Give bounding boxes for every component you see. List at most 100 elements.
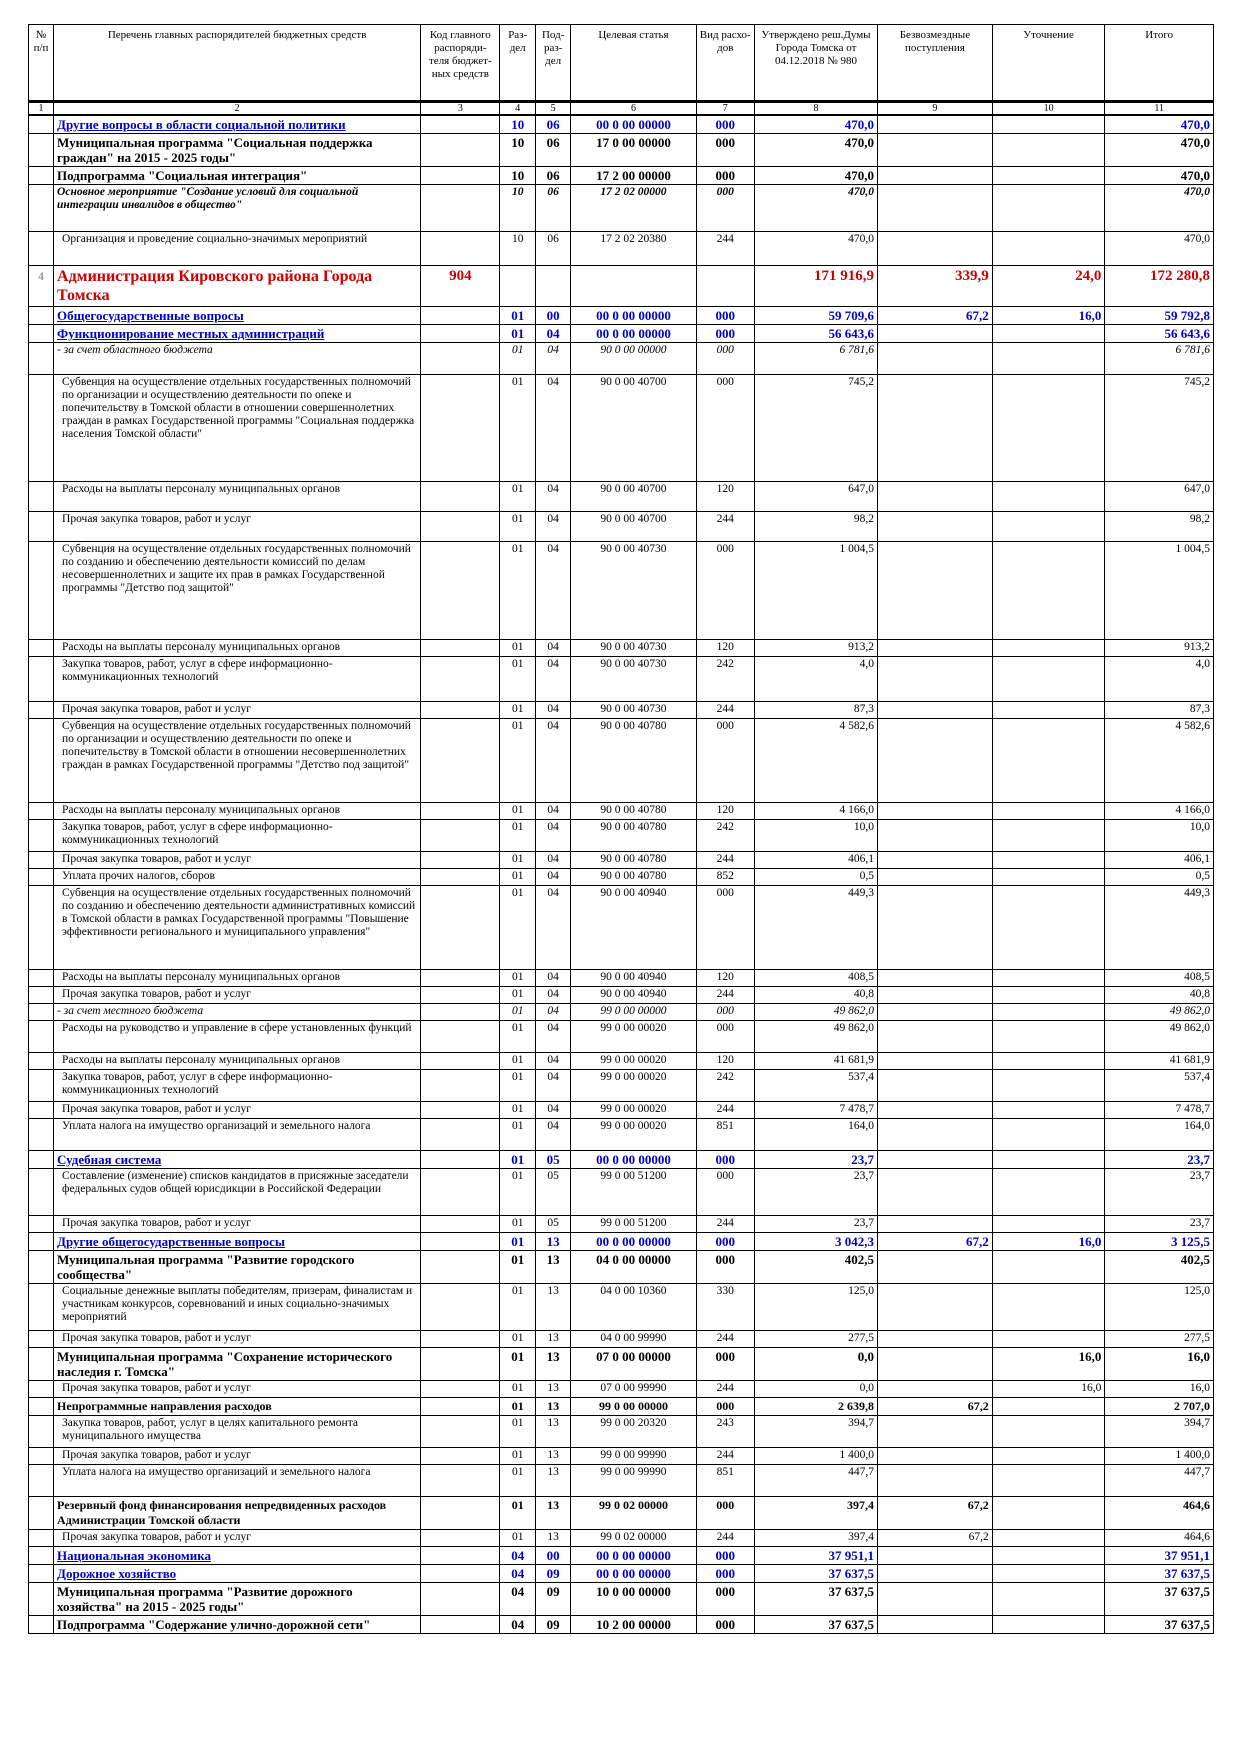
cell-podrazdel: 06 [534,133,572,167]
cell-expense-type: 000 [695,342,755,375]
cell-bezv: 67,2 [877,306,993,325]
cell-code [420,511,501,542]
cell-podrazdel: 09 [534,1615,572,1634]
cell-num [27,639,55,657]
cell-num [27,1020,55,1053]
cell-num [27,1615,55,1634]
cell-itogo: 40,8 [1104,986,1214,1004]
cell-itogo: 470,0 [1104,114,1214,134]
cell-approved: 1 004,5 [753,541,879,640]
cell-num [27,1250,55,1284]
cell-name: Национальная экономика [53,1546,422,1565]
cell-target-article: 00 0 00 00000 [570,1564,697,1583]
table-row: Другие вопросы в области социальной поли… [27,114,1214,134]
cell-podrazdel: 04 [534,802,572,820]
cell-podrazdel: 04 [534,868,572,886]
col-number: 2 [53,101,422,116]
cell-itogo: 37 637,5 [1104,1564,1214,1583]
cell-approved: 745,2 [753,374,879,482]
cell-name: Закупка товаров, работ, услуг в сфере ин… [53,1069,422,1102]
cell-itogo: 7 478,7 [1104,1101,1214,1119]
cell-expense-type: 000 [695,1564,755,1583]
cell-itogo: 125,0 [1104,1283,1214,1331]
cell-razdel: 04 [499,1546,536,1565]
cell-num [27,1101,55,1119]
cell-code [420,1020,501,1053]
cell-num [27,1397,55,1416]
cell-code [420,1232,501,1251]
cell-bezv [877,184,993,232]
cell-name: Судебная система [53,1150,422,1169]
cell-approved: 98,2 [753,511,879,542]
cell-bezv: 67,2 [877,1232,993,1251]
cell-itogo: 1 004,5 [1104,541,1214,640]
cell-code [420,1250,501,1284]
cell-num [27,868,55,886]
cell-expense-type: 244 [695,1215,755,1233]
cell-name: Прочая закупка товаров, работ и услуг [53,1101,422,1119]
cell-bezv [877,1380,993,1398]
cell-bezv [877,1447,993,1465]
cell-num [27,1546,55,1565]
table-row: Основное мероприятие "Создание условий д… [27,184,1214,232]
cell-utoch [991,639,1106,657]
cell-name: Расходы на руководство и управление в сф… [53,1020,422,1053]
cell-expense-type: 120 [695,481,755,512]
table-row: Муниципальная программа "Развитие городс… [27,1250,1214,1284]
cell-podrazdel: 04 [534,718,572,803]
cell-code [420,1150,501,1169]
cell-expense-type: 851 [695,1118,755,1151]
cell-itogo: 59 792,8 [1104,306,1214,325]
cell-itogo: 647,0 [1104,481,1214,512]
cell-utoch [991,986,1106,1004]
cell-approved: 171 916,9 [753,265,879,307]
cell-num [27,1283,55,1331]
table-row: Функционирование местных администраций 01… [27,324,1214,343]
cell-code: 904 [420,265,501,307]
cell-razdel: 01 [499,1215,536,1233]
cell-target-article: 90 0 00 40780 [570,819,697,852]
table-row: Непрограммные направления расходов 01 13 99… [27,1397,1214,1416]
cell-razdel: 01 [499,1250,536,1284]
cell-utoch [991,1615,1106,1634]
cell-target-article: 99 0 00 00020 [570,1052,697,1070]
cell-podrazdel: 09 [534,1582,572,1616]
cell-expense-type: 000 [695,374,755,482]
cell-code [420,851,501,869]
cell-podrazdel: 05 [534,1215,572,1233]
cell-name: Муниципальная программа "Социальная подд… [53,133,422,167]
cell-approved: 37 637,5 [753,1615,879,1634]
cell-approved: 537,4 [753,1069,879,1102]
cell-expense-type: 244 [695,701,755,719]
cell-razdel: 01 [499,1168,536,1216]
cell-target-article: 90 0 00 40940 [570,885,697,970]
cell-num [27,231,55,266]
cell-utoch [991,1546,1106,1565]
table-row: Расходы на выплаты персоналу муниципальн… [27,639,1214,657]
table-row: - за счет местного бюджета 01 04 99 0 00 00… [27,1003,1214,1021]
cell-bezv [877,1564,993,1583]
cell-name: Уплата прочих налогов, сборов [53,868,422,886]
col-number: 10 [991,101,1106,116]
cell-podrazdel: 04 [534,1101,572,1119]
table-row: Прочая закупка товаров, работ и услуг 01 1… [27,1447,1214,1465]
cell-utoch [991,1150,1106,1169]
cell-expense-type: 000 [695,885,755,970]
cell-podrazdel: 04 [534,511,572,542]
cell-code [420,1496,501,1530]
cell-target-article: 07 0 00 00000 [570,1347,697,1381]
cell-podrazdel: 04 [534,969,572,987]
cell-approved: 4,0 [753,656,879,702]
cell-name: Основное мероприятие "Создание условий д… [53,184,422,232]
cell-expense-type: 242 [695,656,755,702]
table-row: Составление (изменение) списков кандидат… [27,1168,1214,1216]
cell-target-article: 99 0 00 99990 [570,1464,697,1497]
cell-code [420,1447,501,1465]
col-number: 5 [534,101,572,116]
cell-expense-type: 244 [695,511,755,542]
cell-expense-type: 000 [695,1546,755,1565]
cell-itogo: 470,0 [1104,133,1214,167]
cell-name: Функционирование местных администраций [53,324,422,343]
cell-razdel: 01 [499,324,536,343]
cell-target-article: 99 0 00 00000 [570,1397,697,1416]
